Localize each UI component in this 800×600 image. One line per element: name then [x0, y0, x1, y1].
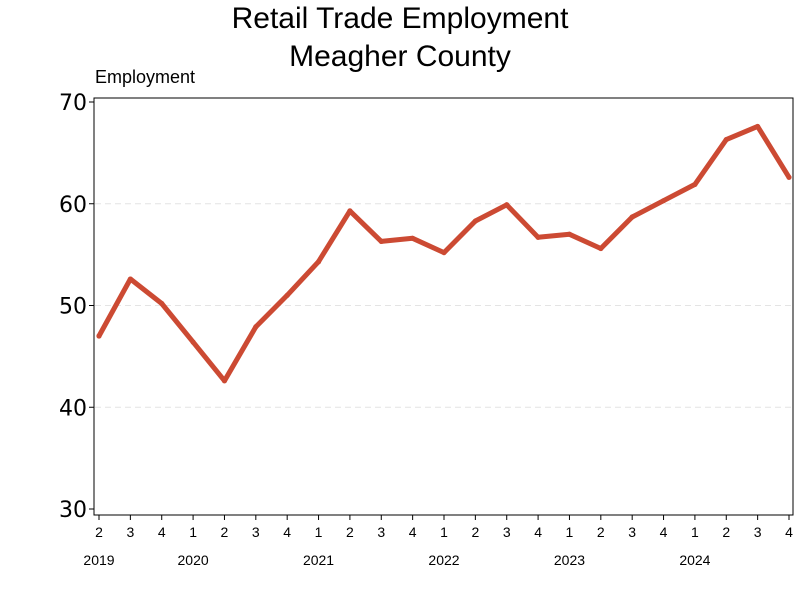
x-tick-label: 3 [754, 524, 762, 540]
x-tick-label: 2 [597, 524, 605, 540]
x-year-label: 2020 [178, 552, 209, 568]
x-tick-label: 4 [409, 524, 417, 540]
data-point [786, 174, 792, 180]
x-tick-label: 2 [471, 524, 479, 540]
y-tick-label: 40 [59, 396, 87, 421]
x-tick-label: 4 [785, 524, 793, 540]
axes: 30 40 50 60 70 2 3 4 1 2 3 4 1 2 3 4 1 2 3 4 1 2 3 4 1 2 3 4 2019 202… [59, 91, 793, 568]
data-point [315, 259, 322, 265]
y-tick-label: 70 [59, 91, 87, 116]
data-point [472, 218, 478, 224]
x-tick-label: 2 [221, 524, 229, 540]
x-tick-label: 2 [722, 524, 730, 540]
data-point [692, 181, 698, 188]
x-tick-label: 4 [283, 524, 291, 540]
data-point [96, 333, 102, 339]
chart-title-line2: Meagher County [289, 40, 511, 73]
y-tick-label: 30 [59, 498, 87, 523]
data-point [755, 123, 761, 130]
x-tick-label: 1 [440, 524, 448, 540]
x-tick-label: 2 [95, 524, 103, 540]
data-point [660, 198, 667, 204]
data-point [190, 339, 196, 345]
x-year-label: 2024 [679, 552, 710, 568]
data-point [221, 378, 228, 384]
x-tick-label: 1 [566, 524, 574, 540]
data-point [347, 208, 353, 214]
x-tick-label: 4 [534, 524, 542, 540]
data-point [535, 234, 541, 240]
data-point [504, 202, 510, 208]
x-tick-label: 1 [691, 524, 699, 540]
x-tick-label: 3 [377, 524, 385, 540]
x-tick-label: 1 [189, 524, 197, 540]
x-year-label: 2023 [554, 552, 585, 568]
series [96, 123, 792, 384]
x-tick-label: 4 [158, 524, 166, 540]
x-year-label: 2019 [83, 552, 114, 568]
data-point [598, 245, 604, 252]
data-point [723, 137, 729, 143]
x-tick-label: 3 [503, 524, 511, 540]
x-tick-label: 3 [126, 524, 134, 540]
data-point [629, 214, 635, 220]
data-point [566, 231, 573, 237]
data-point [127, 276, 133, 282]
x-tick-label: 1 [315, 524, 323, 540]
gridlines [95, 203, 792, 408]
data-point [253, 324, 259, 330]
x-tick-label: 2 [346, 524, 354, 540]
x-tick-label: 3 [628, 524, 636, 540]
plot-frame [93, 97, 794, 516]
x-year-label: 2021 [303, 552, 334, 568]
y-tick-label: 60 [59, 193, 87, 218]
x-tick-label: 3 [252, 524, 260, 540]
x-year-label: 2022 [428, 552, 459, 568]
y-tick-label: 50 [59, 295, 87, 320]
data-point [159, 300, 165, 307]
data-point [284, 292, 290, 298]
y-axis-label: Employment [95, 67, 196, 87]
x-tick-label: 4 [660, 524, 668, 540]
chart-title-line1: Retail Trade Employment [231, 2, 569, 35]
data-point [410, 235, 416, 241]
data-point [378, 238, 384, 244]
data-point [441, 249, 447, 256]
